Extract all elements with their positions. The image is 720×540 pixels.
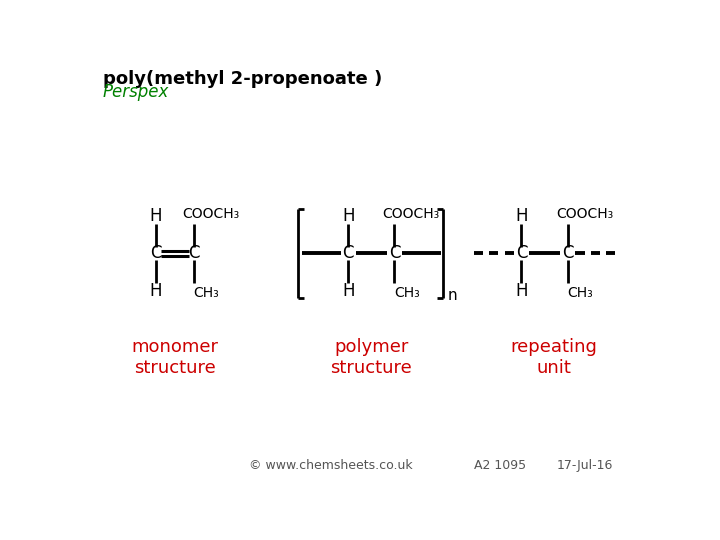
Text: H: H xyxy=(516,207,528,225)
Text: © www.chemsheets.co.uk: © www.chemsheets.co.uk xyxy=(248,458,413,472)
Text: CH₃: CH₃ xyxy=(567,286,593,300)
Text: H: H xyxy=(342,207,354,225)
Text: n: n xyxy=(447,287,457,302)
Text: H: H xyxy=(342,282,354,300)
Text: CH₃: CH₃ xyxy=(194,286,220,300)
Text: CH₃: CH₃ xyxy=(394,286,420,300)
Text: monomer
structure: monomer structure xyxy=(132,338,218,377)
Text: C: C xyxy=(343,245,354,262)
Text: C: C xyxy=(389,245,400,262)
Text: C: C xyxy=(562,245,573,262)
Text: Perspex: Perspex xyxy=(102,83,169,101)
Text: C: C xyxy=(516,245,527,262)
Text: COOCH₃: COOCH₃ xyxy=(383,207,440,221)
Text: poly(methyl 2-propenoate ): poly(methyl 2-propenoate ) xyxy=(102,70,382,89)
Text: H: H xyxy=(516,282,528,300)
Text: 17-Jul-16: 17-Jul-16 xyxy=(557,458,613,472)
Text: polymer
structure: polymer structure xyxy=(330,338,412,377)
Text: C: C xyxy=(150,245,161,262)
Text: A2 1095: A2 1095 xyxy=(474,458,526,472)
Text: H: H xyxy=(150,282,162,300)
Text: H: H xyxy=(150,207,162,225)
Text: C: C xyxy=(189,245,200,262)
Text: COOCH₃: COOCH₃ xyxy=(556,207,613,221)
Text: COOCH₃: COOCH₃ xyxy=(183,207,240,221)
Text: repeating
unit: repeating unit xyxy=(510,338,597,377)
